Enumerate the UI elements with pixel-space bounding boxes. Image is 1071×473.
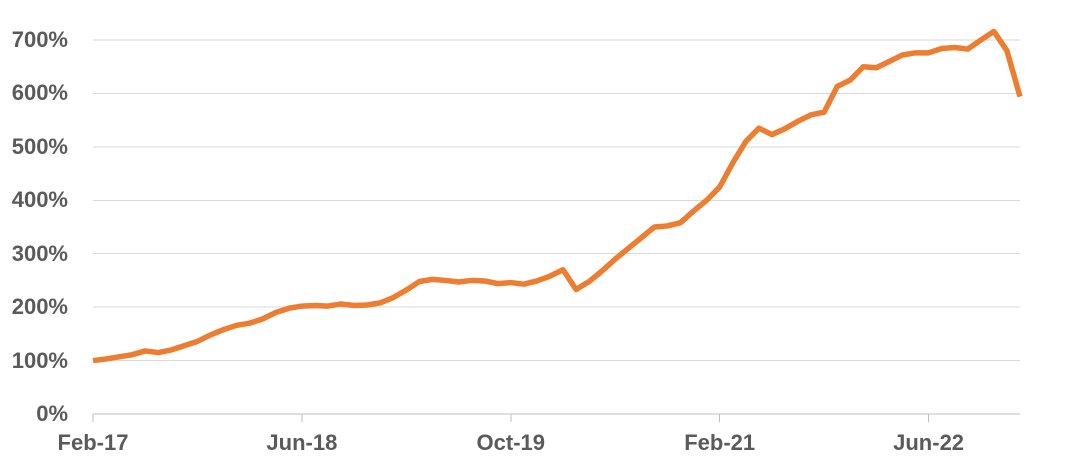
- y-axis-tick-label: 200%: [11, 294, 68, 320]
- y-axis-tick-label: 100%: [11, 347, 68, 373]
- y-axis-tick-label: 400%: [11, 187, 68, 213]
- x-axis-tick-label: Feb-17: [57, 430, 129, 455]
- gridlines: [93, 39, 1020, 415]
- x-axis-tick-label: Jun-22: [893, 430, 965, 455]
- y-axis-label-group: 0% 100% 200% 300% 400% 500% 600% 700%: [0, 0, 80, 473]
- x-axis-tick-label: Oct-19: [476, 430, 546, 455]
- y-axis-tick-label: 500%: [11, 133, 68, 159]
- x-axis-ticks: [92, 414, 930, 422]
- x-axis-tick-label: Jun-18: [266, 430, 338, 455]
- data-series-line: [92, 28, 1023, 364]
- y-axis-tick-label: 0%: [36, 401, 68, 426]
- y-axis-tick-label: 700%: [11, 27, 68, 52]
- x-axis-tick-label: Feb-21: [684, 430, 756, 455]
- y-axis-tick-label: 300%: [11, 240, 68, 266]
- y-axis-tick-label: 600%: [11, 80, 68, 106]
